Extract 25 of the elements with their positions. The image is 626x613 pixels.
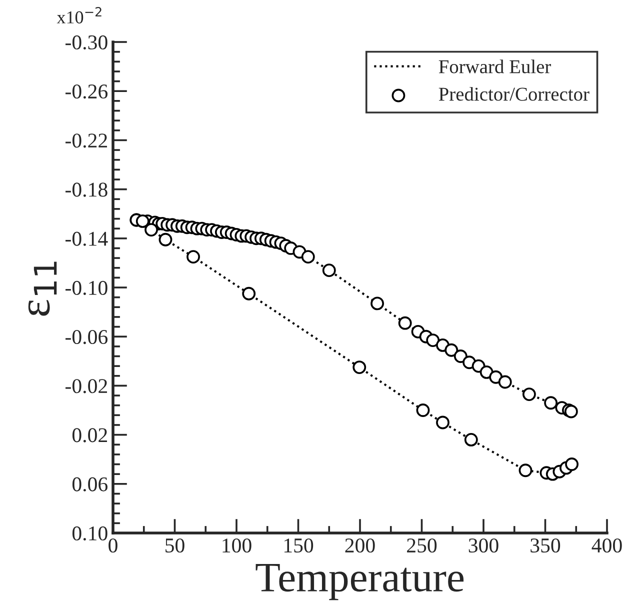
y-tick-label: -0.26 — [66, 84, 108, 99]
y-tick-label: 0.06 — [72, 477, 108, 492]
x-tick-label: 250 — [407, 538, 437, 553]
y-tick-label: -0.02 — [66, 379, 107, 394]
y-tick-label: 0.10 — [72, 526, 108, 541]
y-axis-title: ε$_{11}$ — [28, 262, 57, 316]
x-tick-label: 0 — [108, 538, 118, 553]
y-tick-label: -0.10 — [66, 280, 108, 296]
y-tick-label: 0.02 — [72, 428, 107, 442]
legend-label: Forward Euler — [438, 60, 551, 74]
x-tick-label: 400 — [592, 538, 622, 553]
x-tick-label: 50 — [166, 538, 184, 553]
y-tick-label: -0.30 — [66, 35, 108, 50]
x-tick-label: 350 — [530, 538, 560, 553]
x-tick-label: 100 — [222, 538, 252, 553]
y-tick-label: -0.22 — [66, 134, 107, 148]
text: x10$^{−2}$ — [56, 6, 102, 24]
x-axis-title: Temperature — [256, 564, 464, 600]
y-tick-label: -0.14 — [66, 232, 108, 246]
x-tick-label: 300 — [468, 538, 498, 553]
y-tick-label: -0.06 — [66, 330, 108, 344]
x-tick-label: 150 — [284, 538, 314, 553]
legend-label: Predictor/Corrector — [438, 87, 590, 101]
x-tick-label: 200 — [345, 538, 375, 553]
y-tick-label: -0.18 — [66, 182, 108, 197]
